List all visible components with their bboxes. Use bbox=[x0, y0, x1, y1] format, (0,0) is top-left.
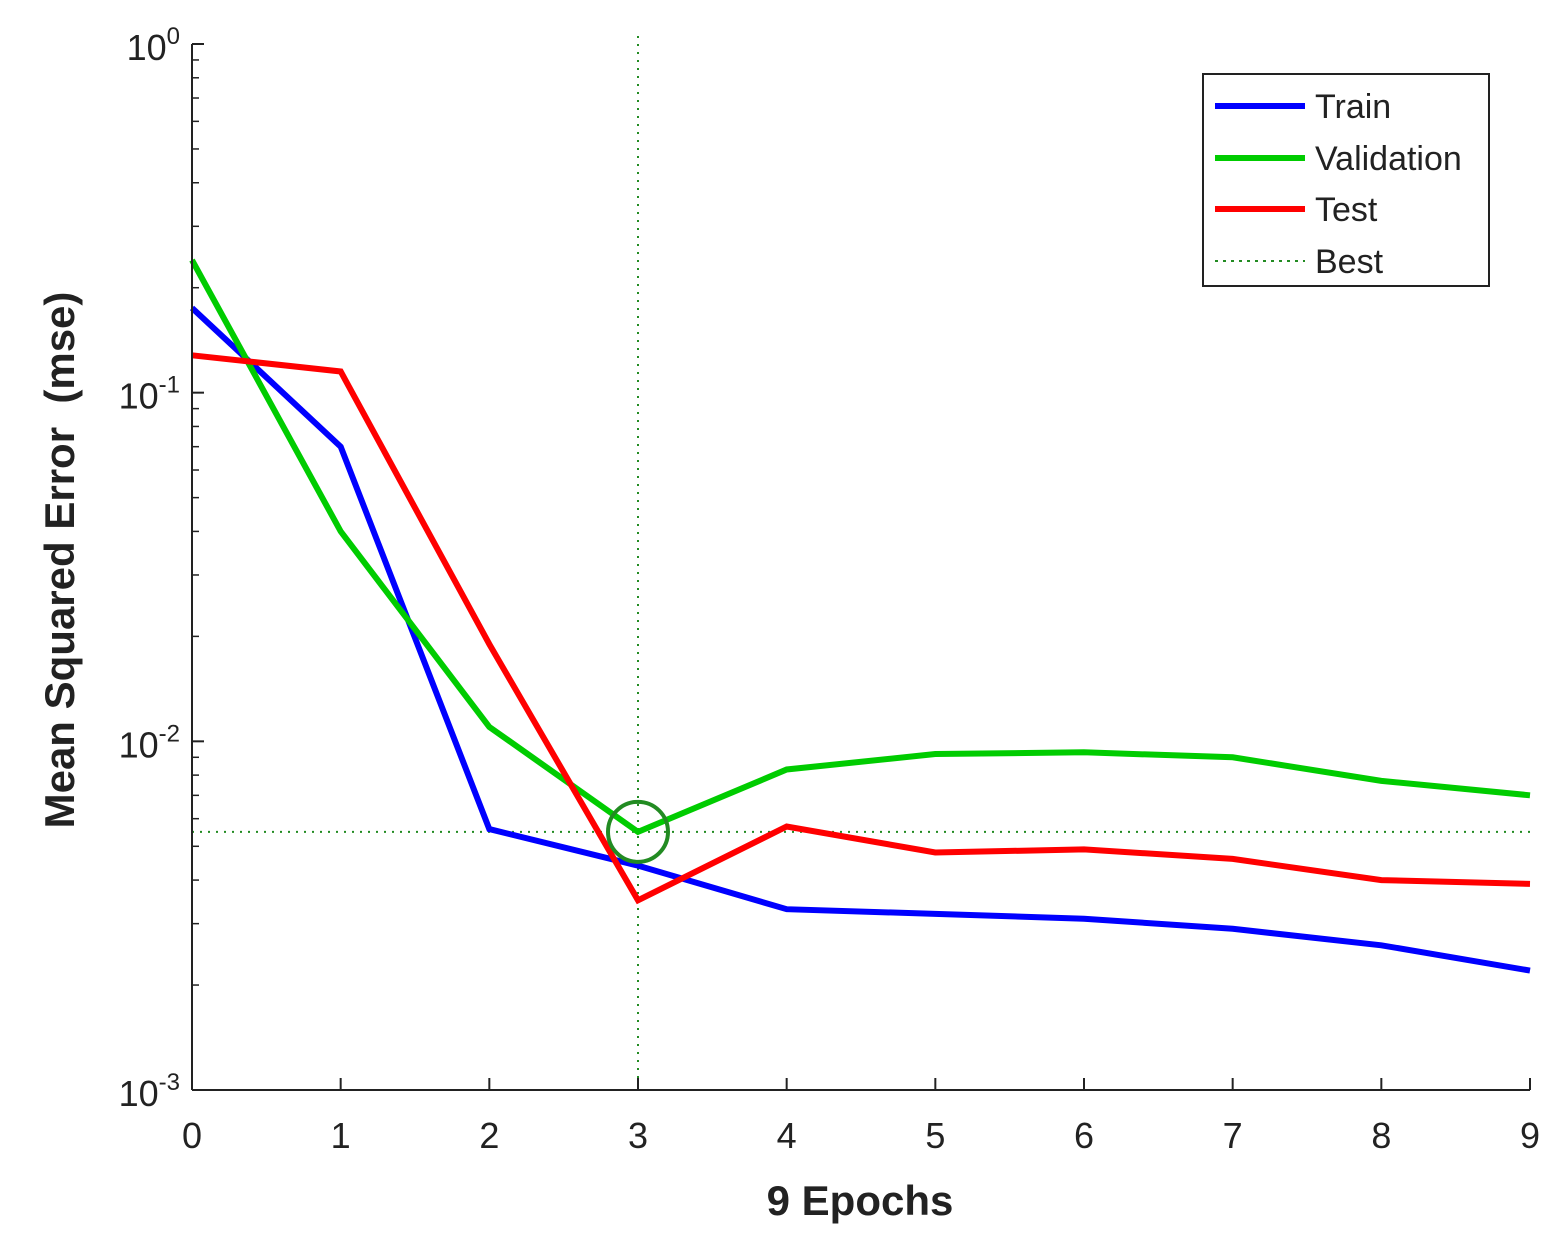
x-tick-label: 4 bbox=[777, 1115, 797, 1156]
x-axis-label: 9 Epochs bbox=[767, 1177, 954, 1224]
y-tick-label: 10-2 bbox=[119, 720, 180, 765]
series-layer bbox=[189, 258, 1531, 974]
x-axis-ticks: 0 1 2 3 4 5 6 7 8 9 bbox=[182, 1078, 1540, 1156]
axes bbox=[191, 44, 1530, 1091]
x-tick-label: 3 bbox=[628, 1115, 648, 1156]
x-tick-label: 6 bbox=[1074, 1115, 1094, 1156]
legend-label-best: Best bbox=[1315, 243, 1384, 281]
legend-label-validation: Validation bbox=[1315, 140, 1462, 178]
x-tick-label: 1 bbox=[331, 1115, 351, 1156]
x-tick-label: 9 bbox=[1520, 1115, 1540, 1156]
series-line-test bbox=[191, 352, 1531, 905]
legend: Train Validation Test Best bbox=[1202, 73, 1490, 287]
x-tick-label: 7 bbox=[1223, 1115, 1243, 1156]
x-tick-label: 0 bbox=[182, 1115, 202, 1156]
x-tick-label: 2 bbox=[479, 1115, 499, 1156]
best-marker bbox=[606, 799, 670, 864]
y-axis-label: Mean Squared Error (mse) bbox=[36, 292, 83, 829]
best-point-circle bbox=[606, 799, 670, 864]
x-tick-label: 5 bbox=[925, 1115, 945, 1156]
y-axis-ticks: 100 10-1 10-2 10-3 bbox=[119, 23, 204, 1114]
y-tick-label: 100 bbox=[127, 23, 180, 68]
legend-label-test: Test bbox=[1315, 191, 1378, 229]
y-tick-label: 10-1 bbox=[119, 372, 180, 417]
legend-label-train: Train bbox=[1315, 88, 1391, 126]
y-tick-label: 10-3 bbox=[119, 1069, 180, 1114]
x-tick-label: 8 bbox=[1371, 1115, 1391, 1156]
legend-box bbox=[1202, 73, 1490, 287]
series-line-validation bbox=[189, 258, 1531, 836]
series-line-train bbox=[189, 305, 1531, 974]
